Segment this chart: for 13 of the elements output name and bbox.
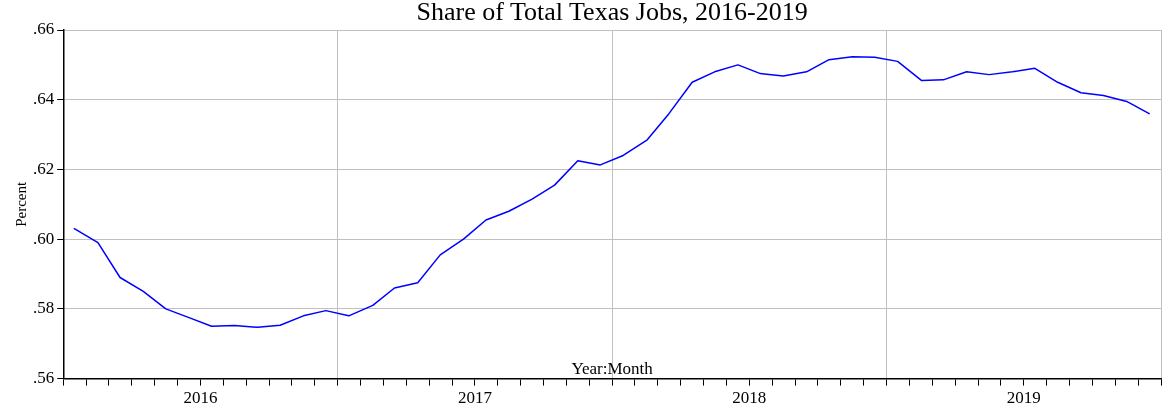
- y-tick-label: .66: [33, 19, 55, 39]
- y-tick-label: .60: [33, 228, 55, 248]
- y-tick-label: .62: [33, 158, 55, 178]
- y-tick-label: .64: [33, 89, 55, 109]
- chart-title: Share of Total Texas Jobs, 2016-2019: [416, 0, 808, 26]
- x-tick-label: 2016: [183, 388, 218, 408]
- x-tick-label: 2018: [732, 388, 767, 408]
- x-tick-label: 2017: [457, 388, 493, 408]
- y-tick-label: .56: [33, 368, 55, 388]
- y-tick-label: .58: [33, 298, 55, 318]
- x-tick-label: 2019: [1006, 388, 1041, 408]
- x-axis-title: Year:Month: [571, 358, 654, 378]
- y-axis-title: Percent: [12, 180, 29, 227]
